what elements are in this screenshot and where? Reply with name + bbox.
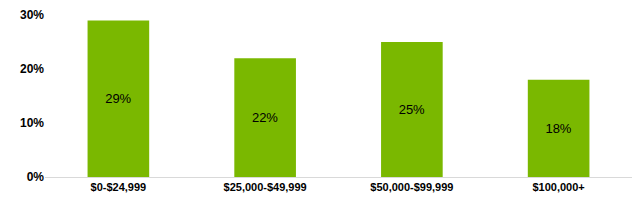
svg-text:18%: 18% xyxy=(545,121,571,136)
svg-text:10%: 10% xyxy=(20,116,44,130)
svg-text:25%: 25% xyxy=(399,102,425,117)
svg-text:29%: 29% xyxy=(105,91,131,106)
svg-text:22%: 22% xyxy=(252,110,278,125)
svg-text:$100,000+: $100,000+ xyxy=(532,181,584,193)
svg-text:30%: 30% xyxy=(20,8,44,22)
svg-text:0%: 0% xyxy=(27,170,45,184)
svg-text:$25,000-$49,999: $25,000-$49,999 xyxy=(224,181,307,193)
svg-text:$50,000-$99,999: $50,000-$99,999 xyxy=(370,181,453,193)
svg-text:$0-$24,999: $0-$24,999 xyxy=(91,181,147,193)
svg-text:20%: 20% xyxy=(20,62,44,76)
